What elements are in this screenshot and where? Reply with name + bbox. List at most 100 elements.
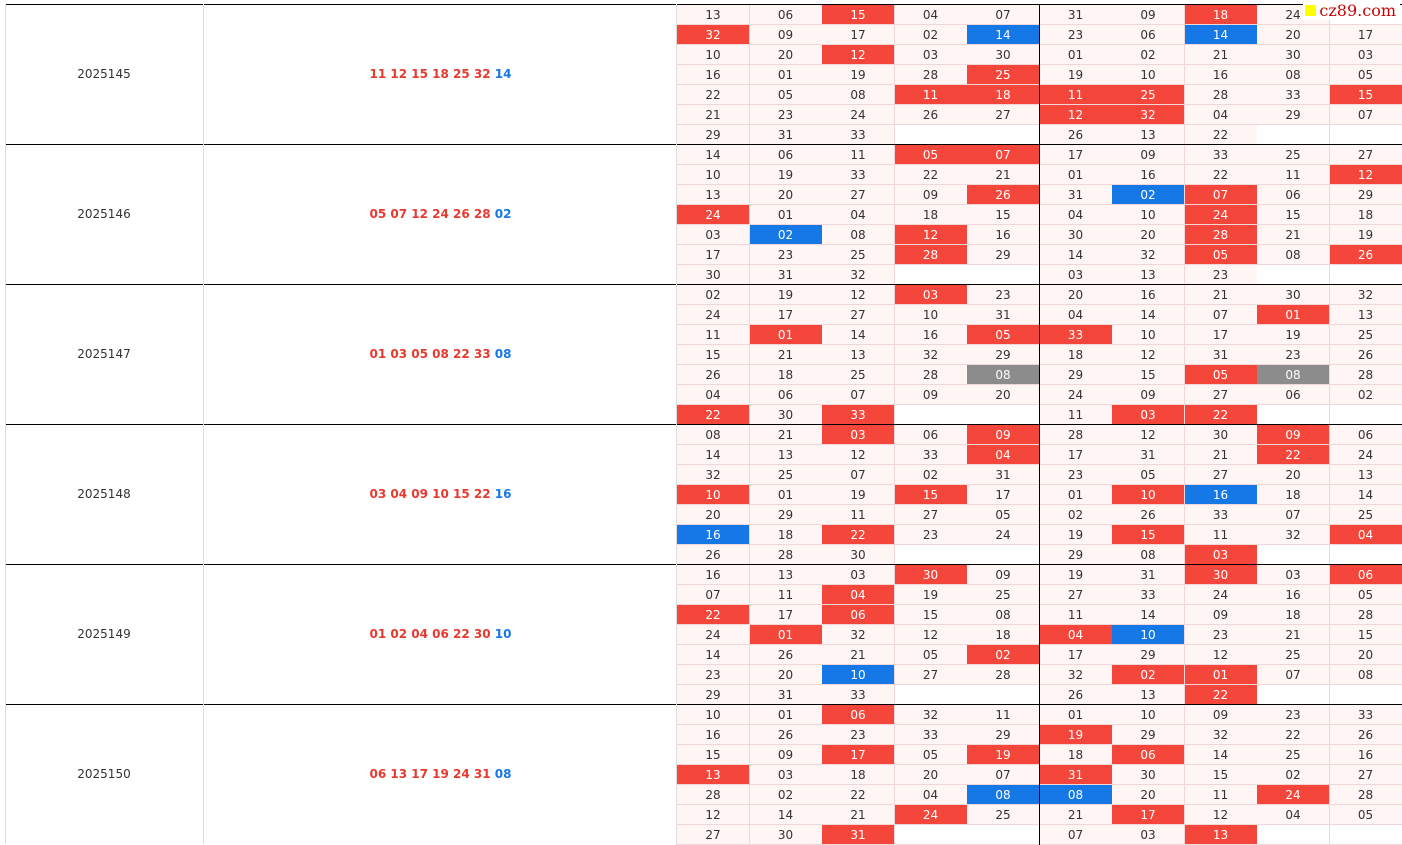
cell: 03 bbox=[1112, 825, 1185, 845]
highlight-cell: 33 bbox=[1039, 325, 1113, 345]
empty-cell bbox=[967, 125, 1040, 145]
cell: 32 bbox=[1329, 285, 1402, 305]
cell: 13 bbox=[677, 185, 750, 205]
highlight-cell: 25 bbox=[1112, 85, 1185, 105]
cell: 07 bbox=[677, 585, 750, 605]
highlight-cell: 22 bbox=[1184, 405, 1258, 425]
cell: 11 bbox=[1039, 405, 1113, 425]
highlight-cell: 01 bbox=[1257, 305, 1330, 325]
cell: 06 bbox=[1112, 25, 1185, 45]
highlight-cell: 10 bbox=[677, 485, 750, 505]
cell: 16 bbox=[1184, 65, 1258, 85]
cell: 25 bbox=[1329, 325, 1402, 345]
cell: 27 bbox=[1039, 585, 1113, 605]
cell: 18 bbox=[1329, 205, 1402, 225]
highlight-cell: 15 bbox=[1112, 525, 1185, 545]
highlight-cell: 17 bbox=[822, 745, 895, 765]
cell: 32 bbox=[894, 345, 968, 365]
cell: 20 bbox=[1257, 25, 1330, 45]
cell: 15 bbox=[1257, 205, 1330, 225]
highlight-cell: 08 bbox=[967, 365, 1040, 385]
cell: 14 bbox=[677, 445, 750, 465]
cell: 32 bbox=[822, 265, 895, 285]
cell: 22 bbox=[1184, 125, 1258, 145]
cell: 13 bbox=[1112, 265, 1185, 285]
cell: 25 bbox=[822, 365, 895, 385]
cell: 12 bbox=[822, 285, 895, 305]
highlight-cell: 28 bbox=[894, 245, 968, 265]
cell: 31 bbox=[1112, 445, 1185, 465]
cell: 01 bbox=[1039, 485, 1113, 505]
cell: 04 bbox=[1039, 205, 1113, 225]
cell: 26 bbox=[894, 105, 968, 125]
cell: 16 bbox=[967, 225, 1040, 245]
cell: 03 bbox=[1039, 265, 1113, 285]
cell: 04 bbox=[822, 205, 895, 225]
cell: 21 bbox=[822, 645, 895, 665]
cell: 28 bbox=[967, 665, 1040, 685]
cell: 19 bbox=[894, 585, 968, 605]
empty-cell bbox=[1257, 825, 1330, 845]
highlight-cell: 13 bbox=[1184, 825, 1258, 845]
cell: 17 bbox=[967, 485, 1040, 505]
cell: 04 bbox=[1184, 105, 1258, 125]
cell-line bbox=[203, 564, 204, 704]
cell: 10 bbox=[1112, 65, 1185, 85]
cell: 04 bbox=[894, 785, 968, 805]
cell: 29 bbox=[1039, 365, 1113, 385]
cell: 04 bbox=[1257, 805, 1330, 825]
cell: 03 bbox=[1329, 45, 1402, 65]
cell: 02 bbox=[1039, 505, 1113, 525]
highlight-cell: 19 bbox=[1039, 725, 1113, 745]
cell: 14 bbox=[677, 645, 750, 665]
cell: 06 bbox=[749, 145, 823, 165]
highlight-cell: 15 bbox=[1329, 85, 1402, 105]
draw-numbers: 03 04 09 10 15 22 16 bbox=[204, 484, 677, 504]
cell: 27 bbox=[677, 825, 750, 845]
highlight-cell: 24 bbox=[677, 205, 750, 225]
highlight-cell: 10 bbox=[1112, 625, 1185, 645]
cell: 06 bbox=[894, 425, 968, 445]
cell: 13 bbox=[749, 565, 823, 585]
cell: 24 bbox=[1039, 385, 1113, 405]
cell: 28 bbox=[894, 65, 968, 85]
cell: 32 bbox=[1184, 725, 1258, 745]
cell: 06 bbox=[749, 5, 823, 25]
cell: 29 bbox=[1257, 105, 1330, 125]
highlight-cell: 24 bbox=[894, 805, 968, 825]
highlight-cell: 15 bbox=[894, 485, 968, 505]
cell: 28 bbox=[1039, 425, 1113, 445]
cell: 12 bbox=[1112, 425, 1185, 445]
divider bbox=[1038, 4, 1040, 845]
cell: 30 bbox=[1257, 45, 1330, 65]
empty-cell bbox=[1257, 405, 1330, 425]
highlight-cell: 03 bbox=[1184, 545, 1258, 565]
cell: 17 bbox=[749, 305, 823, 325]
cell: 23 bbox=[1257, 345, 1330, 365]
cell: 15 bbox=[967, 205, 1040, 225]
cell: 01 bbox=[749, 705, 823, 725]
cell: 21 bbox=[749, 425, 823, 445]
cell: 21 bbox=[1184, 445, 1258, 465]
highlight-cell: 05 bbox=[1184, 245, 1258, 265]
cell: 19 bbox=[1257, 325, 1330, 345]
cell: 30 bbox=[749, 825, 823, 845]
cell: 25 bbox=[749, 465, 823, 485]
cell: 24 bbox=[1184, 585, 1258, 605]
highlight-cell: 05 bbox=[894, 145, 968, 165]
cell: 23 bbox=[1039, 25, 1113, 45]
cell: 12 bbox=[822, 445, 895, 465]
empty-cell bbox=[1257, 125, 1330, 145]
empty-cell bbox=[894, 405, 968, 425]
cell: 07 bbox=[1257, 665, 1330, 685]
highlight-cell: 02 bbox=[749, 225, 823, 245]
cell: 12 bbox=[1112, 345, 1185, 365]
cell: 18 bbox=[1039, 345, 1113, 365]
red-balls: 06 13 17 19 24 31 bbox=[369, 767, 491, 781]
cell: 28 bbox=[894, 365, 968, 385]
cell: 12 bbox=[1184, 645, 1258, 665]
cell: 08 bbox=[822, 85, 895, 105]
cell: 29 bbox=[1039, 545, 1113, 565]
cell: 31 bbox=[1184, 345, 1258, 365]
cell: 08 bbox=[1112, 545, 1185, 565]
